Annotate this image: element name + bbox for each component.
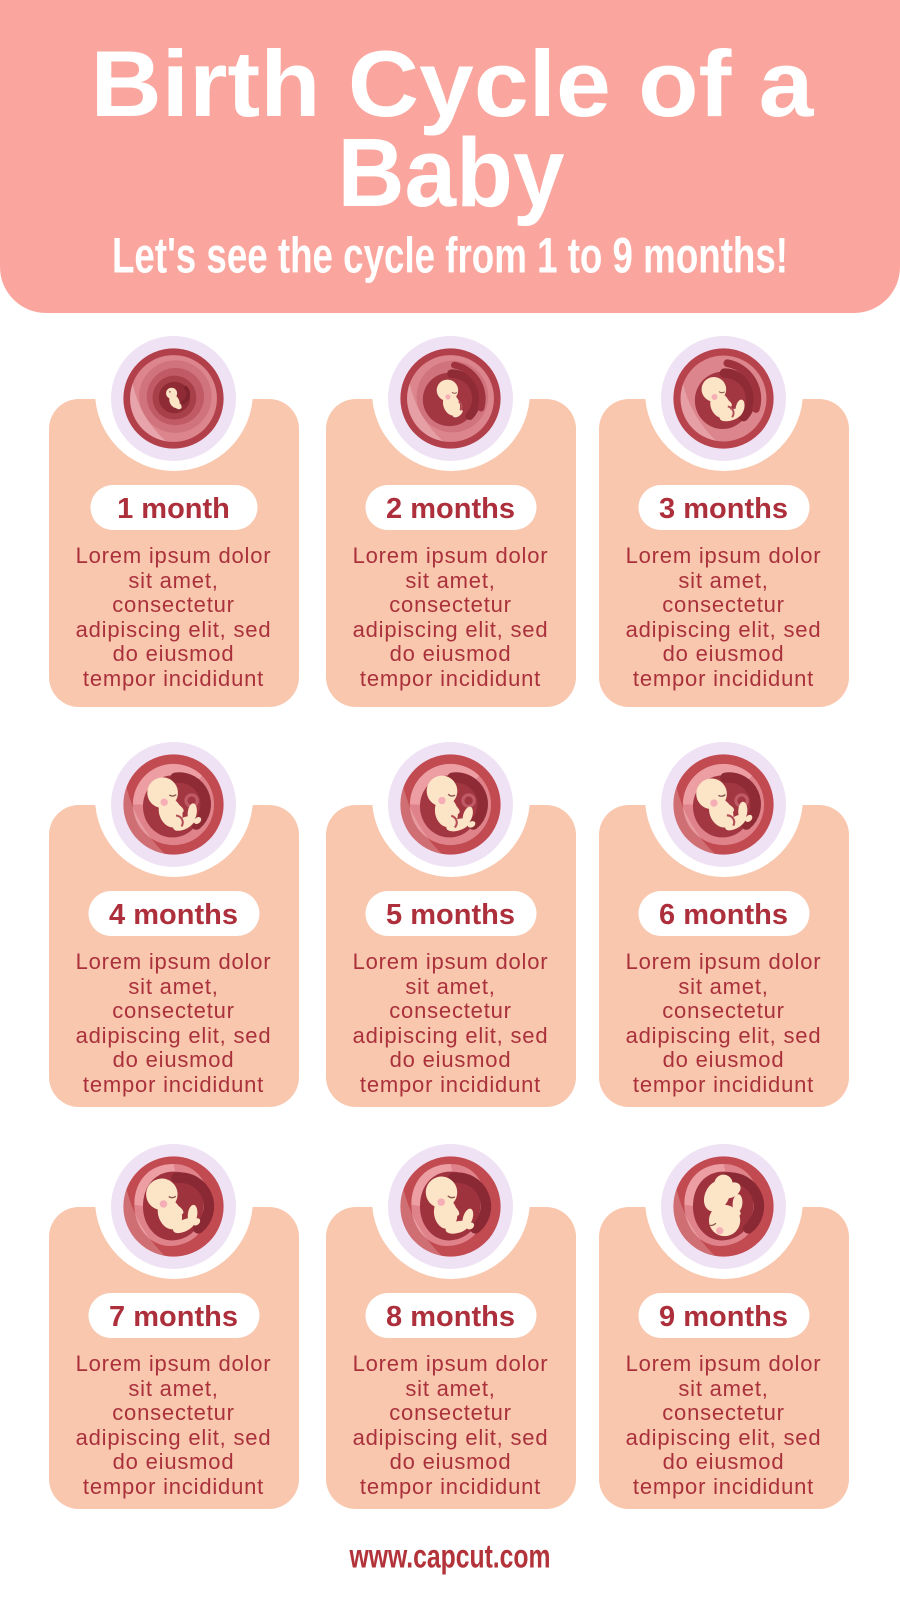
svg-text:Birth Cycle of a: Birth Cycle of a: [91, 31, 815, 136]
svg-text:www.capcut.com: www.capcut.com: [349, 1538, 551, 1575]
svg-text:Baby: Baby: [338, 118, 565, 227]
svg-text:Let's see the cycle from 1 to: Let's see the cycle from 1 to 9 months!: [112, 228, 788, 284]
